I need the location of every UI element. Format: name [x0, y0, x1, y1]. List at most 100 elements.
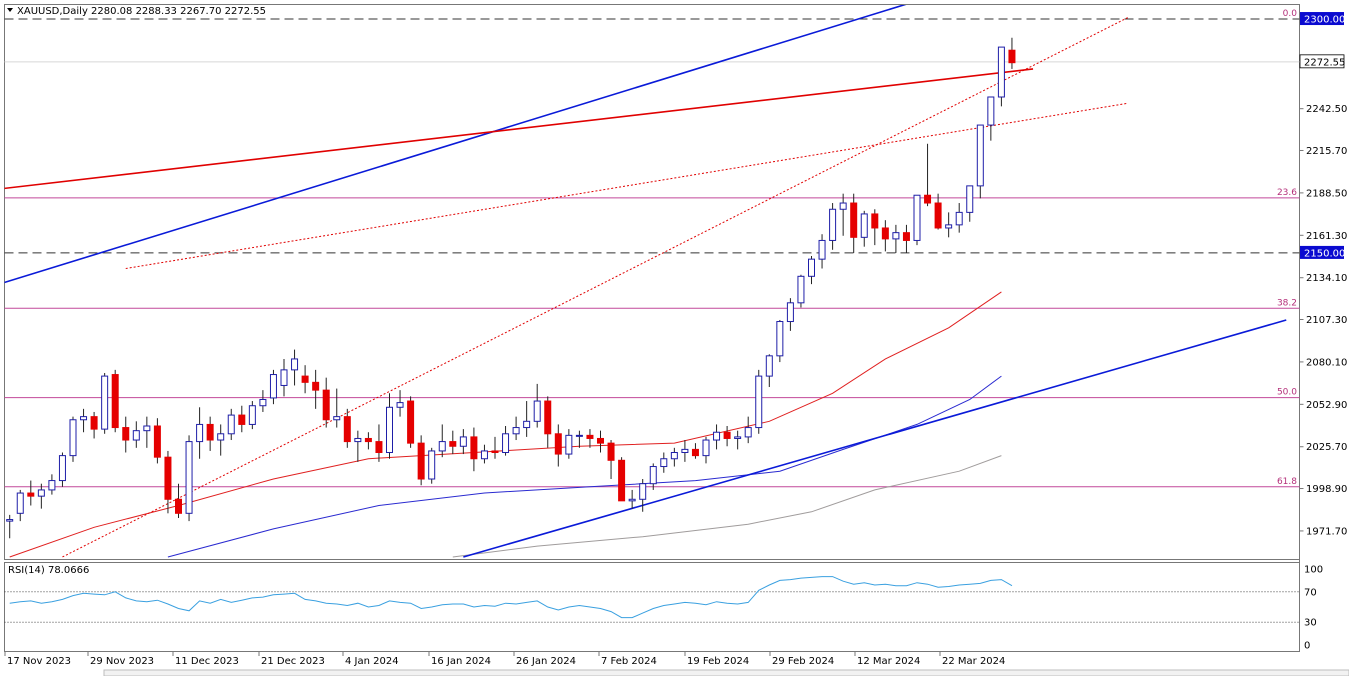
candle-body — [713, 431, 721, 441]
candle-body — [312, 381, 320, 391]
rsi-tick-label: 0 — [1304, 641, 1310, 652]
candle-body — [945, 224, 953, 229]
candle — [386, 393, 393, 459]
candle-body — [438, 441, 446, 452]
candle — [1008, 37, 1016, 69]
candle — [976, 124, 984, 199]
candle-body — [185, 441, 193, 514]
candle — [396, 390, 404, 417]
candle — [259, 390, 267, 412]
candle-body — [723, 431, 731, 439]
candle — [438, 424, 446, 458]
rsi-indicator: 100 70 30 0 — [4, 565, 1323, 652]
candle-body — [407, 400, 415, 444]
candle-body — [544, 400, 552, 435]
candle — [185, 435, 193, 522]
candle-body — [660, 458, 668, 468]
candle — [997, 46, 1005, 107]
candle — [892, 224, 900, 253]
candle-body — [291, 358, 299, 371]
candle — [575, 430, 583, 448]
candle-body — [955, 211, 963, 226]
candle-body — [449, 441, 457, 447]
candle — [470, 427, 478, 472]
moving-average-slow — [452, 455, 1002, 558]
candle — [670, 447, 678, 467]
time-tick-label: 19 Feb 2024 — [687, 656, 749, 667]
candle-body — [987, 96, 995, 126]
candle — [913, 194, 921, 246]
candle-body — [227, 414, 235, 435]
candle-body — [913, 194, 921, 241]
candle — [639, 479, 647, 512]
candle-body — [90, 416, 98, 430]
candle-body — [786, 302, 794, 323]
candle-body — [839, 202, 847, 210]
time-tick-label: 26 Jan 2024 — [516, 656, 576, 667]
trendlines — [4, 5, 1287, 558]
candle-body — [132, 430, 140, 441]
bottom-scroll-strip[interactable] — [103, 669, 1349, 676]
candle — [16, 489, 24, 522]
candle-body — [37, 489, 45, 497]
candle-body — [797, 275, 805, 304]
candle-body — [734, 436, 742, 439]
candle — [881, 220, 889, 252]
chart-menu-triangle-icon[interactable] — [7, 8, 13, 12]
rsi-panel-frame — [4, 562, 1300, 652]
candle-body — [459, 436, 467, 447]
candle-body — [966, 185, 974, 213]
candle-body — [217, 433, 225, 441]
candle-body — [6, 519, 14, 522]
candle — [945, 212, 953, 238]
fib-label: 50.0 — [1277, 388, 1297, 398]
candle — [512, 416, 520, 441]
price-tag-box — [1300, 12, 1344, 26]
candle — [902, 224, 910, 253]
candle — [924, 143, 932, 207]
candle-body — [364, 437, 372, 443]
time-tick-label: 11 Dec 2023 — [175, 656, 239, 667]
candle-body — [301, 375, 309, 383]
candle-body — [575, 434, 583, 437]
candle-body — [744, 427, 752, 438]
candle-body — [533, 400, 541, 422]
candle — [364, 432, 372, 450]
price-axis: 0.0 23.6 38.2 50.0 61.8 1971.70 1998.90 2025.70… — [1277, 9, 1347, 537]
candle-body — [755, 375, 763, 429]
price-tick-label: 2134.10 — [1306, 273, 1347, 284]
candle-body — [269, 374, 277, 399]
rsi-line — [9, 576, 1013, 619]
candle-body — [902, 232, 910, 241]
price-tag-box — [1300, 245, 1344, 259]
candle-body — [818, 239, 826, 260]
fibonacci-levels — [4, 197, 1300, 488]
candle — [649, 463, 657, 490]
candle-body — [101, 375, 109, 430]
candle — [691, 443, 699, 459]
candle-body — [238, 414, 246, 425]
price-tick-label: 2052.90 — [1306, 400, 1347, 411]
candle-body — [175, 498, 182, 514]
fib-label: 0.0 — [1283, 9, 1298, 19]
time-tick-label: 4 Jan 2024 — [345, 656, 399, 667]
candle — [871, 209, 879, 246]
candle — [723, 425, 731, 447]
last-price-box — [1299, 54, 1345, 69]
candle-body — [808, 258, 815, 277]
candle-body — [27, 492, 35, 497]
candle — [37, 483, 45, 509]
candle — [818, 234, 826, 269]
candle — [776, 319, 784, 363]
candle — [586, 429, 594, 448]
fib-label: 23.6 — [1277, 188, 1297, 198]
time-axis: 17 Nov 2023 29 Nov 2023 11 Dec 2023 21 Dec … — [4, 652, 1005, 667]
rsi-tick-label: 70 — [1304, 587, 1317, 598]
candle-body — [502, 433, 510, 454]
moving-average-mid — [167, 375, 1002, 558]
price-tick-label: 2025.70 — [1306, 442, 1347, 453]
candle — [544, 396, 552, 448]
candle — [955, 203, 963, 233]
rsi-header-label: RSI(14) 78.0666 — [8, 565, 89, 576]
